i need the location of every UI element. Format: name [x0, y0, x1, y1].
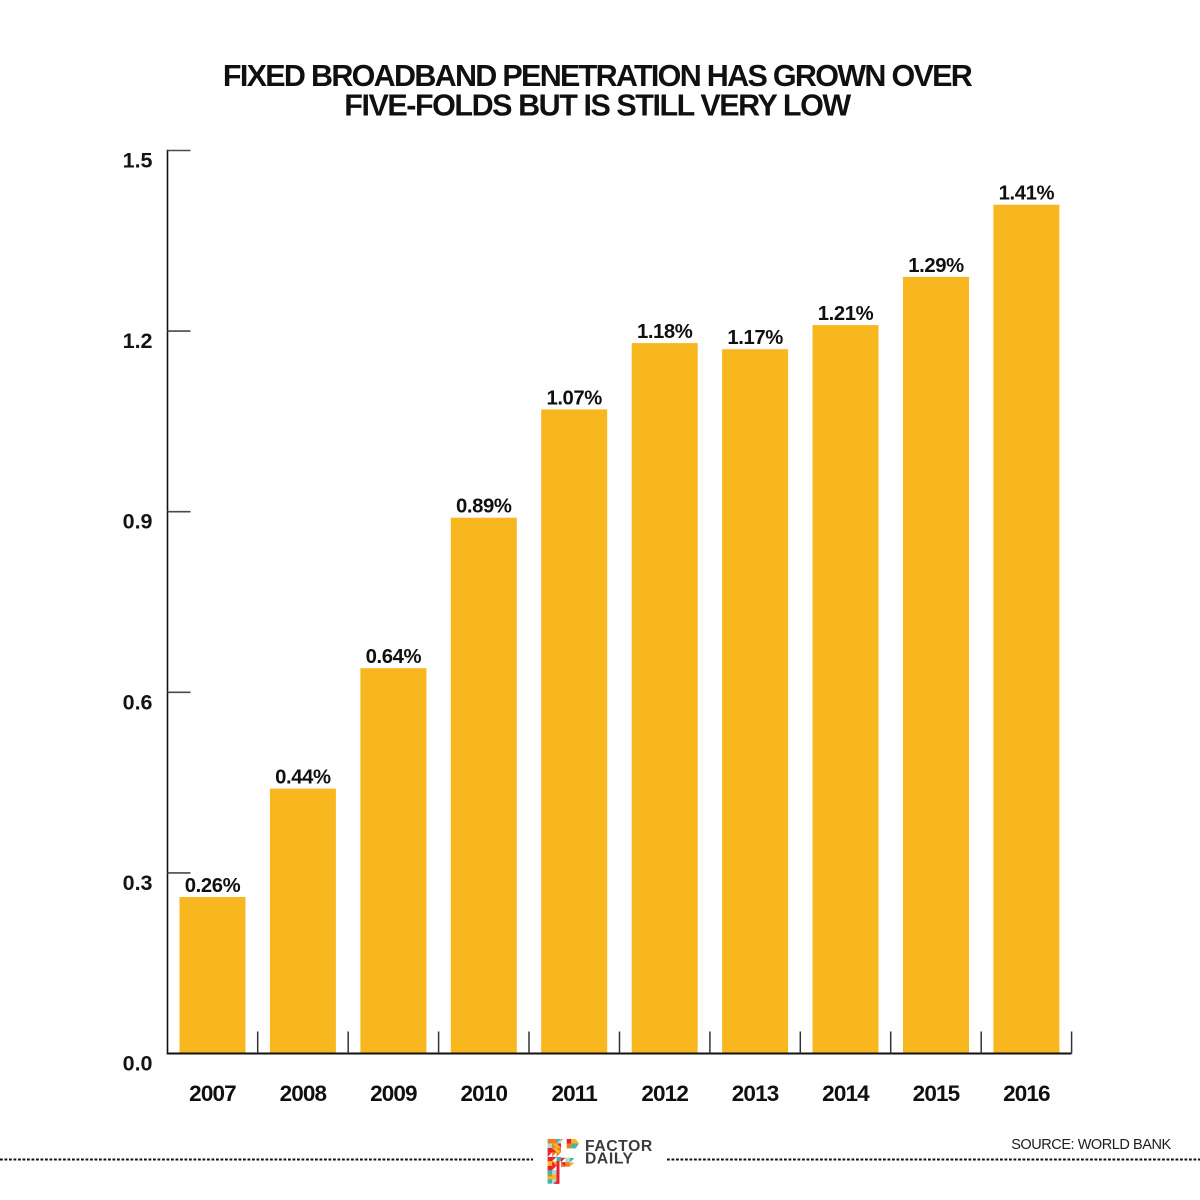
svg-text:FIXED BROADBAND PENETRATION HA: FIXED BROADBAND PENETRATION HAS GROWN OV…: [223, 59, 973, 93]
svg-text:DAILY: DAILY: [585, 1150, 634, 1167]
svg-text:2008: 2008: [280, 1081, 327, 1106]
svg-text:1.41%: 1.41%: [999, 183, 1055, 205]
svg-text:0.89%: 0.89%: [456, 496, 512, 518]
svg-text:1.29%: 1.29%: [908, 255, 964, 277]
svg-text:1.07%: 1.07%: [546, 387, 602, 409]
svg-text:0.3: 0.3: [123, 871, 153, 895]
svg-text:1.5: 1.5: [123, 149, 153, 173]
svg-text:2014: 2014: [822, 1081, 870, 1106]
svg-text:SOURCE: WORLD BANK: SOURCE: WORLD BANK: [1011, 1137, 1171, 1153]
svg-text:0.44%: 0.44%: [275, 767, 331, 789]
svg-text:FIVE-FOLDS BUT IS STILL VERY L: FIVE-FOLDS BUT IS STILL VERY LOW: [344, 89, 851, 123]
svg-text:2016: 2016: [1003, 1081, 1050, 1106]
svg-text:1.21%: 1.21%: [818, 303, 874, 325]
svg-text:2012: 2012: [641, 1081, 688, 1106]
svg-text:0.0: 0.0: [123, 1052, 153, 1076]
svg-text:2011: 2011: [551, 1081, 597, 1106]
svg-text:1.18%: 1.18%: [637, 321, 693, 343]
svg-text:2015: 2015: [913, 1081, 960, 1106]
svg-text:0.6: 0.6: [123, 690, 153, 714]
svg-text:0.9: 0.9: [123, 510, 153, 534]
svg-text:2013: 2013: [732, 1081, 779, 1106]
svg-text:2010: 2010: [460, 1081, 507, 1106]
svg-text:2009: 2009: [370, 1081, 417, 1106]
svg-text:2007: 2007: [189, 1081, 236, 1106]
svg-text:1.17%: 1.17%: [727, 327, 783, 349]
svg-text:0.26%: 0.26%: [185, 875, 241, 897]
svg-text:0.64%: 0.64%: [366, 646, 422, 668]
svg-text:FACTOR: FACTOR: [585, 1138, 653, 1155]
svg-text:1.2: 1.2: [123, 329, 153, 353]
